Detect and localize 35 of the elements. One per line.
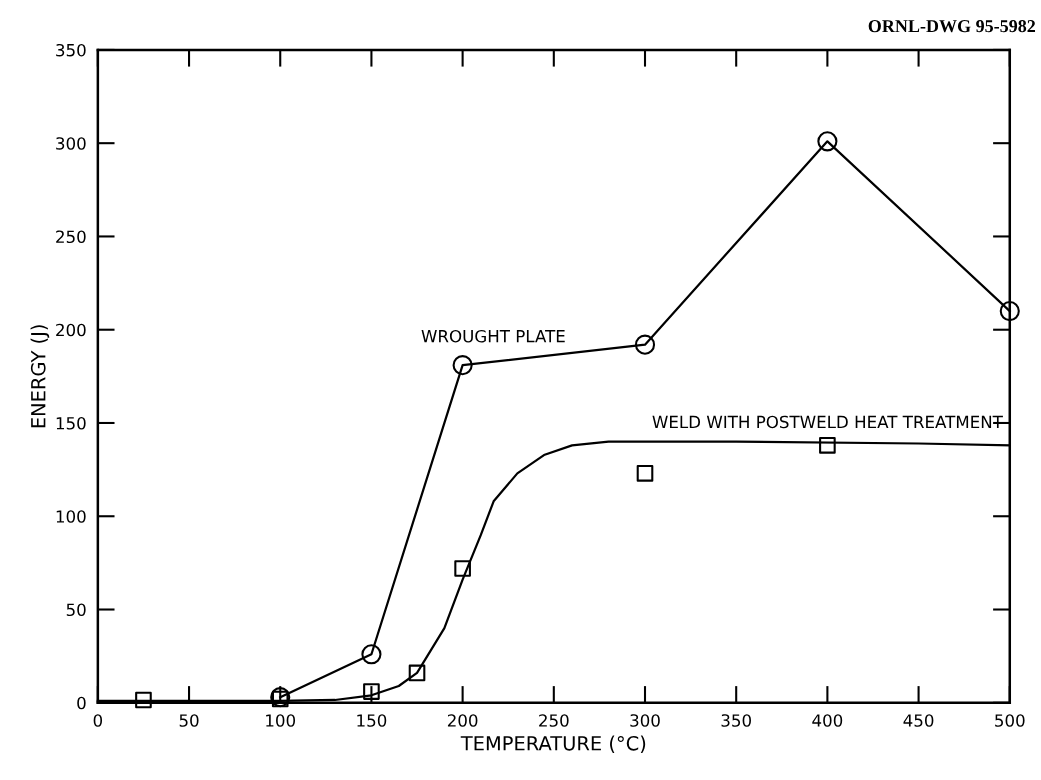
point <box>363 683 380 700</box>
point <box>817 131 838 152</box>
x-tick-label: 0 <box>93 714 103 727</box>
x-tick-label: 300 <box>630 714 660 727</box>
x-tick-label: 250 <box>539 714 569 727</box>
x-tick-label: 500 <box>995 714 1025 727</box>
point <box>454 560 471 577</box>
y-tick-label: 250 <box>56 230 86 244</box>
x-tick-label: 350 <box>721 714 751 727</box>
point <box>135 691 152 709</box>
y-tick-label: 300 <box>56 137 86 150</box>
x-tick-label: 100 <box>266 714 296 727</box>
x-tick-label: 400 <box>812 714 843 727</box>
x-tick-label: 200 <box>447 714 478 727</box>
x-tick-label: 50 <box>179 714 199 727</box>
y-tick-label: 200 <box>56 323 86 337</box>
y-tick-label: 100 <box>56 510 86 523</box>
x-tick-label: 150 <box>357 714 387 727</box>
point <box>999 301 1020 322</box>
y-tick-label: 0 <box>77 696 86 710</box>
point <box>819 437 836 454</box>
series-label: WELD WITH POSTWELD HEAT TREATMENT <box>652 415 1003 429</box>
x-tick-label: 450 <box>903 714 934 727</box>
y-tick-label: 50 <box>66 603 86 617</box>
y-axis-title: ENERGY (J) <box>30 325 50 428</box>
point <box>408 664 426 682</box>
point <box>634 334 656 355</box>
y-tick-label: 150 <box>56 416 86 430</box>
y-tick-label: 350 <box>56 43 86 57</box>
point <box>636 465 654 482</box>
point <box>452 355 473 376</box>
point <box>361 644 382 665</box>
x-axis-title: TEMPERATURE (°C) <box>460 735 646 753</box>
series-label: WROUGHT PLATE <box>421 329 565 343</box>
text: ORNL-DWG 95-5982 <box>868 20 1036 33</box>
